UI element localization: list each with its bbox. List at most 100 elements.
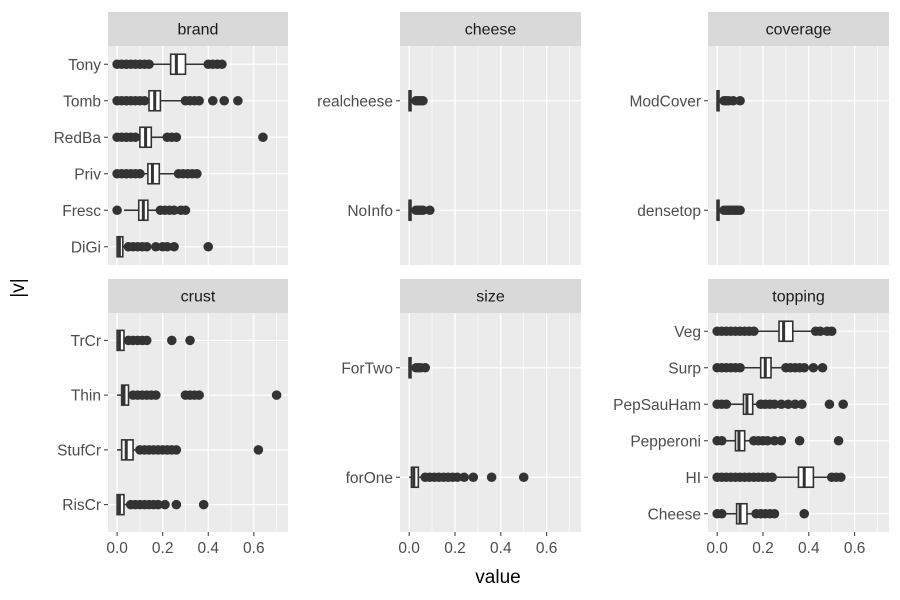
y-tick-label-Tony: Tony <box>68 57 101 74</box>
box-group-StufCr <box>108 439 288 461</box>
outlier-point <box>219 95 230 106</box>
box-group-RisCr <box>108 493 288 516</box>
outlier-point <box>253 445 264 455</box>
panel-topping: topping Veg Surp PepSauHam Pepperoni HI Cheese… <box>613 279 889 557</box>
outlier-point <box>194 390 204 400</box>
box-group-RedBa <box>108 126 288 149</box>
x-tick-label: 0.0 <box>706 540 728 557</box>
outlier-point <box>767 472 777 483</box>
box-group-ForTwo <box>400 356 581 379</box>
outlier-point <box>203 241 214 252</box>
outlier-point <box>139 95 150 106</box>
box-group-Priv <box>108 162 288 185</box>
x-tick-label: 0.2 <box>152 540 174 557</box>
outlier-point <box>794 435 805 446</box>
y-tick-label-Surp: Surp <box>668 360 701 377</box>
strip-cheese <box>400 12 581 46</box>
outlier-point <box>762 435 773 446</box>
box-group-NoInfo <box>400 199 581 222</box>
x-tick-label: 0.0 <box>398 540 420 557</box>
y-tick-label-Priv: Priv <box>74 166 101 183</box>
box-group-TrCr <box>108 329 288 352</box>
box-group-forOne <box>400 466 581 489</box>
strip-size <box>400 279 581 313</box>
outlier-point <box>486 472 497 483</box>
panel-crust: crust TrCr Thin StufCr RisCr 0.0 0.2 0.4 0.6 <box>57 279 288 557</box>
outlier-point <box>518 472 529 483</box>
outlier-point <box>468 472 479 483</box>
box-Tony <box>169 53 187 76</box>
strip-label-size: size <box>476 289 505 306</box>
box-group-Tomb <box>108 89 288 112</box>
y-tick-label-Pepperoni: Pepperoni <box>630 433 701 450</box>
panel-background-topping <box>708 313 889 532</box>
panel-size: size ForTwo forOne 0.0 0.2 0.4 0.6 <box>341 279 581 557</box>
box-group-Fresc <box>108 199 288 222</box>
strip-topping <box>708 279 889 313</box>
outlier-point <box>166 335 177 346</box>
outlier-point <box>721 399 732 410</box>
outlier-point <box>459 472 469 483</box>
outlier-point <box>141 335 152 346</box>
outlier-point <box>769 435 780 446</box>
x-tick-label: 0.6 <box>243 540 265 557</box>
strip-coverage <box>708 12 889 46</box>
outlier-point <box>808 362 819 373</box>
y-tick-label-realcheese: realcheese <box>317 93 393 110</box>
outlier-point <box>169 241 179 252</box>
y-tick-label-StufCr: StufCr <box>57 442 101 459</box>
y-tick-label-ModCover: ModCover <box>630 93 702 110</box>
outlier-point <box>838 399 848 410</box>
y-tick-label-RedBa: RedBa <box>54 130 102 147</box>
outlier-point <box>135 168 145 179</box>
outlier-point <box>424 205 435 216</box>
x-tick-label: 0.4 <box>197 540 219 557</box>
outlier-point <box>198 499 209 510</box>
panel-background-brand <box>108 46 288 265</box>
box-group-Pepperoni <box>708 429 889 452</box>
y-tick-label-Tomb: Tomb <box>63 93 101 110</box>
y-tick-label-TrCr: TrCr <box>71 333 101 350</box>
panel-cheese: cheese realcheese NoInfo <box>317 12 581 265</box>
outlier-point <box>418 95 428 106</box>
box-group-DiGi <box>108 235 288 258</box>
outlier-point <box>418 205 428 216</box>
outlier-point <box>833 435 844 446</box>
outlier-point <box>162 241 173 252</box>
outlier-point <box>192 168 202 179</box>
outlier-point <box>151 241 161 252</box>
outlier-point <box>233 95 243 106</box>
outlier-point <box>153 499 163 510</box>
outlier-point <box>169 205 179 216</box>
outlier-point <box>144 59 154 70</box>
y-tick-label-DiGi: DiGi <box>71 239 101 256</box>
outlier-point <box>836 472 846 483</box>
outlier-point <box>799 362 810 373</box>
box-group-Surp <box>708 356 889 379</box>
y-axis-title: |v| <box>8 278 29 297</box>
outlier-point <box>817 362 828 373</box>
outlier-point <box>130 132 141 143</box>
y-tick-label-densetop: densetop <box>637 203 701 220</box>
x-axis-title: value <box>475 567 520 588</box>
y-tick-label-RisCr: RisCr <box>62 497 101 514</box>
box-group-Cheese <box>708 502 889 525</box>
outlier-point <box>769 399 780 410</box>
x-tick-label: 0.6 <box>844 540 866 557</box>
box-group-PepSauHam <box>708 393 889 416</box>
box-group-HI <box>708 466 889 489</box>
outlier-point <box>171 445 182 455</box>
strip-label-brand: brand <box>178 22 219 39</box>
box-group-Veg <box>708 320 889 343</box>
panel-brand: brand Tony Tomb RedBa Priv Fresc DiGi <box>54 12 288 265</box>
outlier-point <box>171 499 182 510</box>
y-tick-label-Cheese: Cheese <box>648 506 701 523</box>
box-group-ModCover <box>708 89 889 112</box>
y-tick-label-HI: HI <box>686 470 702 487</box>
strip-label-coverage: coverage <box>766 22 832 39</box>
box-Cheese <box>735 502 748 525</box>
outlier-point <box>420 362 431 373</box>
outlier-point <box>749 326 759 337</box>
y-tick-label-Fresc: Fresc <box>62 203 101 220</box>
